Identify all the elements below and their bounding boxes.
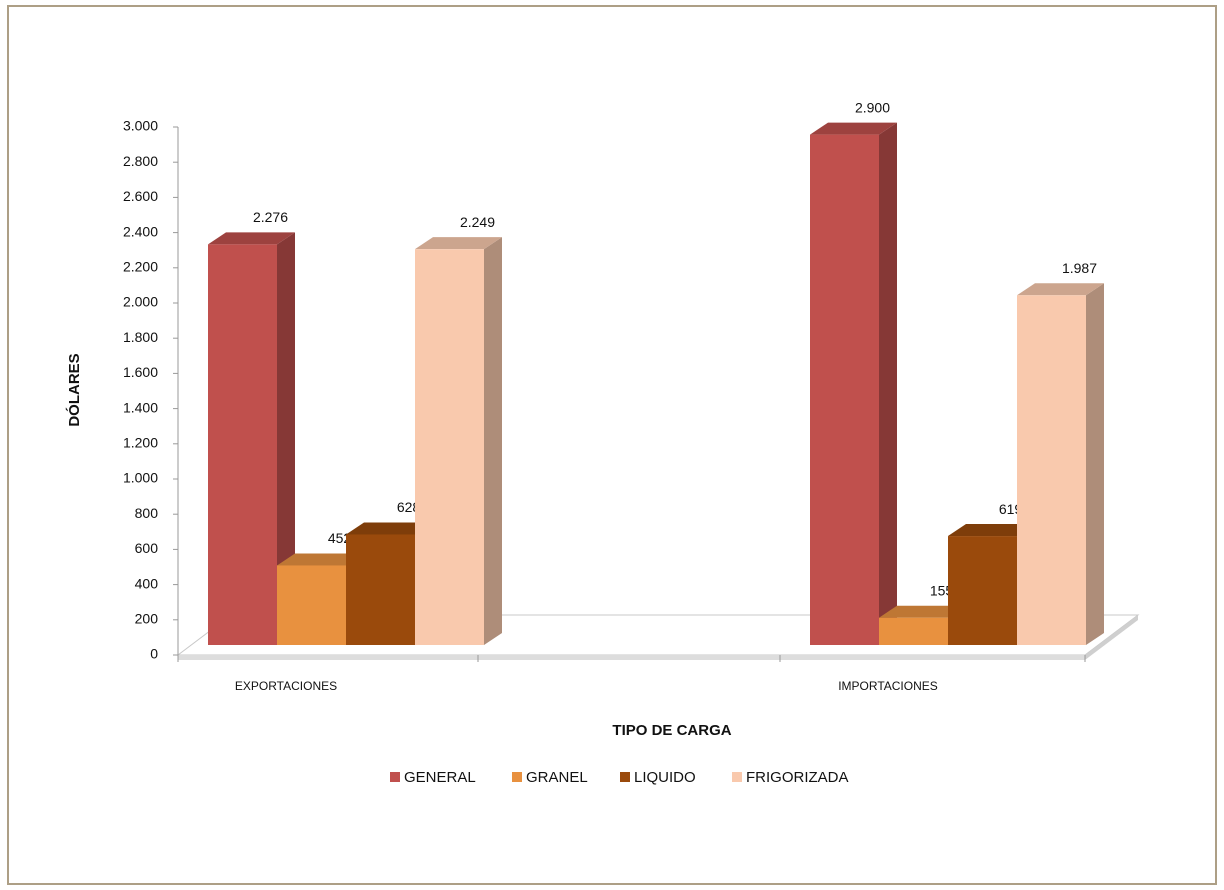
x-axis-title: TIPO DE CARGA [612,722,731,739]
y-tick-label: 1.400 [123,399,158,415]
bar-top [415,237,502,250]
bar [879,617,948,645]
bar [208,244,277,645]
y-tick-label: 800 [135,505,159,521]
bar-top [879,605,966,618]
y-axis-title: DÓLARES [65,353,83,426]
y-tick-label: 400 [135,575,159,591]
x-tick-label: IMPORTACIONES [838,679,938,693]
y-tick-label: 1.000 [123,470,158,486]
bar-side [879,122,897,646]
y-tick-label: 2.600 [123,188,158,204]
y-tick-label: 600 [135,540,159,556]
bar [346,534,415,645]
y-tick-label: 1.800 [123,329,158,345]
bar-side [484,237,502,645]
bar-top [346,522,433,535]
bar-top [948,524,1035,537]
y-tick-label: 2.400 [123,223,158,239]
legend-label: GENERAL [404,769,476,786]
legend-swatch [390,772,400,782]
bar-side [277,232,295,645]
value-label: 2.900 [855,99,890,115]
value-label: 452 [328,530,352,546]
bar [1017,295,1086,645]
value-label: 2.249 [460,214,495,230]
bar [415,249,484,645]
bar [810,134,879,645]
bar-top [277,553,364,566]
y-tick-label: 3.000 [123,118,158,134]
value-label: 628 [397,499,421,515]
legend-swatch [620,772,630,782]
bar-top [810,122,897,135]
legend-swatch [512,772,522,782]
y-tick-label: 2.800 [123,153,158,169]
floor-edge [1085,615,1138,660]
legend-label: GRANEL [526,769,588,786]
value-label: 2.276 [253,209,288,225]
bar-top [208,232,295,245]
bar [948,536,1017,645]
x-tick-label: EXPORTACIONES [235,679,337,693]
y-tick-label: 1.200 [123,435,158,451]
y-tick-label: 1.600 [123,364,158,380]
y-tick-label: 2.200 [123,259,158,275]
legend-label: FRIGORIZADA [746,769,849,786]
y-tick-label: 0 [150,646,158,662]
floor-edge [178,655,1085,660]
legend-swatch [732,772,742,782]
value-label: 155 [930,582,954,598]
value-label: 619 [999,501,1023,517]
bar [277,565,346,645]
y-tick-label: 200 [135,611,159,627]
bar-top [1017,283,1104,296]
bar-side [1086,283,1104,645]
legend-label: LIQUIDO [634,769,696,786]
y-tick-label: 2.000 [123,294,158,310]
value-label: 1.987 [1062,260,1097,276]
